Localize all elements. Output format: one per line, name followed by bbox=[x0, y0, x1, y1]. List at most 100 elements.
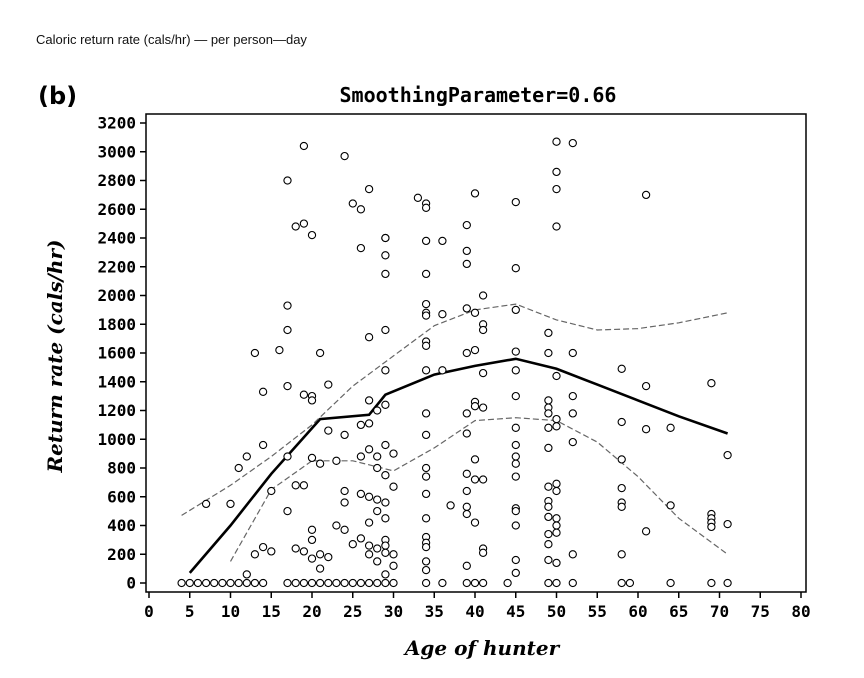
data-point bbox=[617, 455, 626, 464]
x-tick-label: 55 bbox=[588, 602, 607, 621]
data-point bbox=[283, 578, 292, 588]
ticks-layer: 0200400600800100012001400160018002000220… bbox=[97, 114, 810, 622]
x-tick-label: 30 bbox=[384, 602, 403, 621]
data-point bbox=[568, 578, 577, 588]
data-point bbox=[511, 506, 520, 516]
x-tick-label: 10 bbox=[221, 602, 240, 621]
y-tick-label: 2400 bbox=[97, 229, 136, 248]
data-point bbox=[381, 570, 390, 579]
data-point bbox=[348, 540, 357, 549]
data-point bbox=[552, 578, 561, 588]
data-point bbox=[381, 233, 390, 243]
data-point bbox=[307, 230, 317, 240]
data-point bbox=[470, 455, 480, 464]
data-point bbox=[348, 199, 357, 208]
data-point bbox=[340, 498, 349, 507]
data-point bbox=[381, 325, 390, 335]
data-point bbox=[617, 417, 626, 427]
data-point bbox=[462, 486, 471, 496]
data-point bbox=[364, 396, 374, 405]
data-point bbox=[552, 184, 561, 194]
data-point bbox=[356, 243, 366, 253]
data-point bbox=[723, 578, 732, 588]
data-point bbox=[552, 514, 561, 523]
data-point bbox=[299, 141, 309, 151]
data-point bbox=[421, 366, 431, 375]
data-point bbox=[307, 578, 317, 588]
data-point bbox=[462, 246, 471, 256]
data-point bbox=[462, 409, 471, 418]
data-point bbox=[283, 176, 292, 185]
data-point bbox=[568, 138, 577, 148]
data-point bbox=[511, 305, 520, 315]
data-point bbox=[438, 310, 447, 319]
data-point bbox=[381, 578, 390, 588]
data-point bbox=[478, 368, 488, 378]
data-point bbox=[242, 452, 251, 461]
data-point bbox=[373, 506, 382, 516]
data-point bbox=[641, 425, 651, 434]
data-point bbox=[462, 259, 471, 269]
data-point bbox=[438, 578, 447, 588]
data-point bbox=[373, 406, 382, 415]
data-point bbox=[641, 190, 651, 200]
data-point bbox=[625, 578, 635, 588]
smoothed-fit-line bbox=[188, 357, 729, 574]
data-point bbox=[421, 236, 431, 246]
x-tick-label: 45 bbox=[506, 602, 525, 621]
y-tick-label: 1600 bbox=[97, 344, 136, 363]
data-point bbox=[185, 578, 194, 588]
x-tick-label: 65 bbox=[669, 602, 688, 621]
data-point bbox=[462, 561, 471, 570]
data-point bbox=[364, 578, 374, 588]
data-point bbox=[511, 521, 520, 530]
data-point bbox=[511, 440, 520, 450]
data-point bbox=[438, 236, 447, 246]
data-point bbox=[356, 534, 366, 543]
data-point bbox=[617, 364, 626, 373]
data-point bbox=[242, 570, 251, 579]
data-point bbox=[381, 471, 390, 480]
data-point bbox=[364, 445, 374, 454]
data-point bbox=[544, 328, 553, 338]
data-point bbox=[381, 400, 390, 409]
data-point bbox=[332, 456, 341, 465]
data-point bbox=[258, 542, 268, 552]
data-point bbox=[421, 542, 431, 552]
data-point bbox=[511, 197, 520, 207]
data-point bbox=[210, 578, 219, 588]
data-point bbox=[421, 472, 431, 481]
data-point bbox=[478, 475, 488, 484]
data-point bbox=[552, 521, 561, 530]
x-tick-label: 5 bbox=[185, 602, 195, 621]
data-point bbox=[544, 409, 553, 418]
data-point bbox=[258, 387, 268, 396]
data-point bbox=[177, 578, 186, 588]
y-tick-label: 400 bbox=[107, 516, 136, 535]
data-point bbox=[291, 578, 300, 588]
data-point bbox=[421, 203, 431, 212]
data-point bbox=[324, 552, 333, 562]
data-point bbox=[470, 475, 480, 484]
data-point bbox=[364, 333, 374, 342]
data-point bbox=[364, 419, 374, 428]
data-point bbox=[299, 547, 309, 556]
y-tick-label: 2800 bbox=[97, 171, 136, 190]
data-point bbox=[666, 423, 675, 432]
data-point bbox=[307, 535, 317, 545]
data-point bbox=[462, 220, 471, 230]
y-tick-label: 2600 bbox=[97, 200, 136, 219]
data-point bbox=[356, 452, 366, 461]
chart-title: SmoothingParameter=0.66 bbox=[340, 83, 617, 107]
data-point bbox=[707, 578, 716, 588]
data-point bbox=[544, 348, 553, 358]
data-point bbox=[315, 459, 325, 468]
confidence-band-line-2 bbox=[229, 417, 728, 562]
data-point bbox=[544, 578, 553, 588]
data-point bbox=[544, 396, 553, 405]
data-point bbox=[381, 251, 390, 260]
data-point bbox=[544, 512, 553, 522]
data-point bbox=[324, 380, 333, 389]
data-point bbox=[381, 548, 390, 557]
data-point bbox=[511, 366, 520, 375]
